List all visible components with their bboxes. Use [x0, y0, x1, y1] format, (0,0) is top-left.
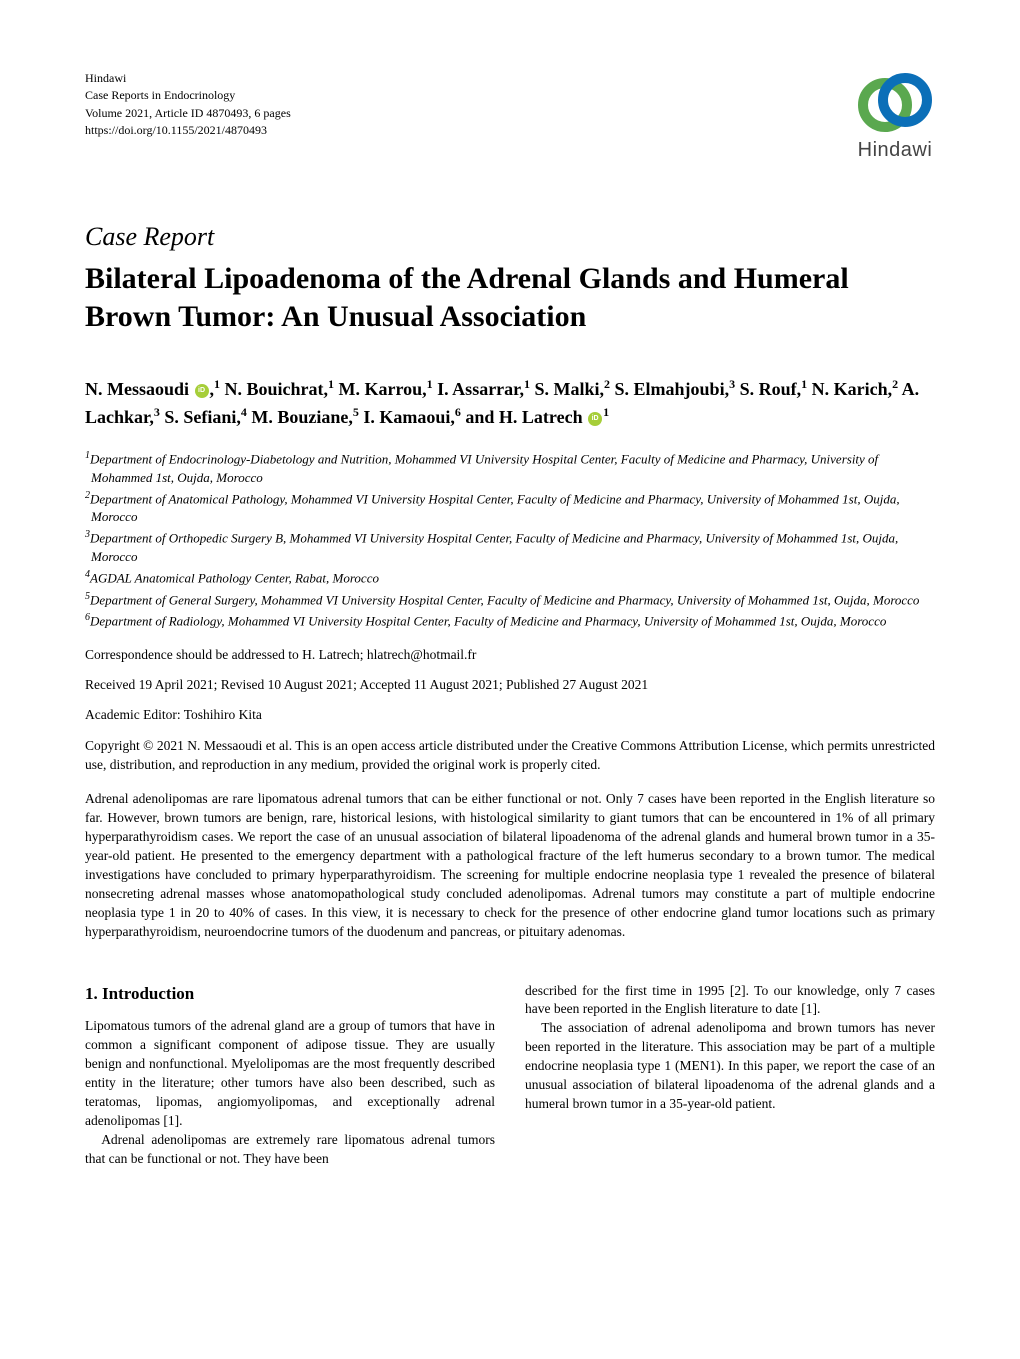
article-type: Case Report	[85, 222, 935, 252]
affiliation-5: 5Department of General Surgery, Mohammed…	[85, 590, 935, 610]
publisher-logo: Hindawi	[855, 70, 935, 162]
volume-line: Volume 2021, Article ID 4870493, 6 pages	[85, 105, 291, 122]
logo-rings-icon	[855, 70, 935, 135]
publisher-name: Hindawi	[85, 70, 291, 87]
intro-para-4: The association of adrenal adenolipoma a…	[525, 1019, 935, 1113]
affiliations: 1Department of Endocrinology-Diabetology…	[85, 449, 935, 631]
right-column: described for the first time in 1995 [2]…	[525, 982, 935, 1169]
affiliation-3: 3Department of Orthopedic Surgery B, Moh…	[85, 528, 935, 566]
body-columns: 1. Introduction Lipomatous tumors of the…	[85, 982, 935, 1169]
intro-para-2: Adrenal adenolipomas are extremely rare …	[85, 1131, 495, 1169]
academic-editor: Academic Editor: Toshihiro Kita	[85, 707, 935, 723]
logo-text: Hindawi	[855, 139, 935, 162]
abstract-text: Adrenal adenolipomas are rare lipomatous…	[85, 790, 935, 941]
affiliation-1: 1Department of Endocrinology-Diabetology…	[85, 449, 935, 487]
copyright-notice: Copyright © 2021 N. Messaoudi et al. Thi…	[85, 737, 935, 775]
journal-name: Case Reports in Endocrinology	[85, 87, 291, 104]
journal-info: Hindawi Case Reports in Endocrinology Vo…	[85, 70, 291, 140]
affiliation-2: 2Department of Anatomical Pathology, Moh…	[85, 489, 935, 527]
authors-list: N. Messaoudi ,1 N. Bouichrat,1 M. Karrou…	[85, 375, 935, 431]
affiliation-4: 4AGDAL Anatomical Pathology Center, Raba…	[85, 568, 935, 588]
article-title: Bilateral Lipoadenoma of the Adrenal Gla…	[85, 260, 935, 335]
intro-para-3: described for the first time in 1995 [2]…	[525, 982, 935, 1020]
article-dates: Received 19 April 2021; Revised 10 Augus…	[85, 677, 935, 693]
left-column: 1. Introduction Lipomatous tumors of the…	[85, 982, 495, 1169]
correspondence: Correspondence should be addressed to H.…	[85, 647, 935, 663]
doi-link[interactable]: https://doi.org/10.1155/2021/4870493	[85, 122, 291, 139]
intro-para-1: Lipomatous tumors of the adrenal gland a…	[85, 1017, 495, 1130]
header-row: Hindawi Case Reports in Endocrinology Vo…	[85, 70, 935, 162]
section-heading-introduction: 1. Introduction	[85, 982, 495, 1006]
affiliation-6: 6Department of Radiology, Mohammed VI Un…	[85, 611, 935, 631]
